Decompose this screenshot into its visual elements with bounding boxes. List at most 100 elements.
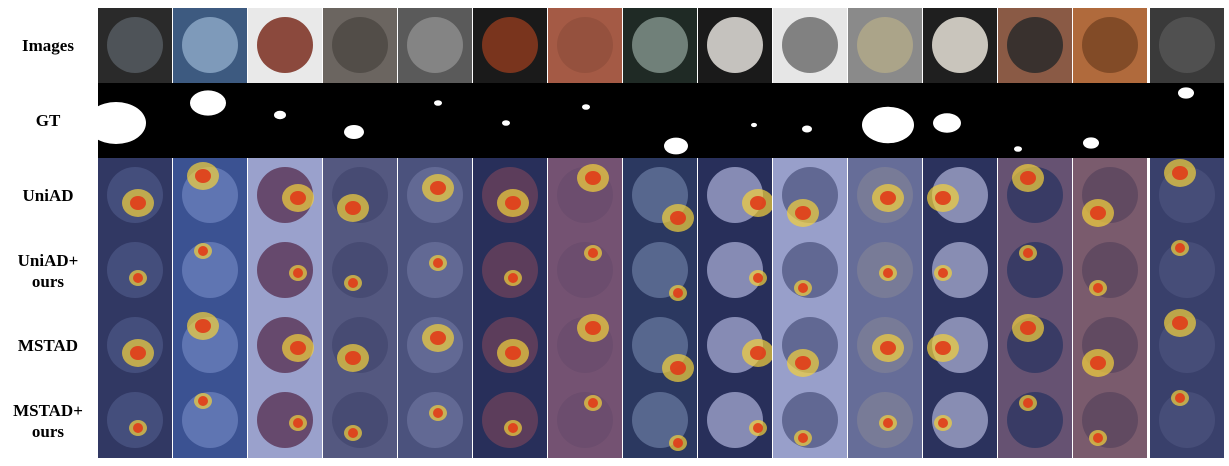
heatmap-overlay <box>1073 383 1147 458</box>
cup-pills-icon <box>173 158 247 233</box>
toothbrush-icon <box>923 383 997 458</box>
heatmap-hot-spot <box>1175 393 1185 403</box>
heatmap-hot-spot <box>433 408 443 418</box>
heatmap-hot-spot <box>1093 433 1103 443</box>
toothbrush-icon <box>923 233 997 308</box>
pill-icon <box>698 233 772 308</box>
heatmap-hot-spot <box>1172 166 1188 180</box>
leather-icon <box>548 308 622 383</box>
label-text: GT <box>35 111 61 130</box>
object-shape <box>107 17 163 73</box>
gt-defect-blob <box>434 100 442 106</box>
heatmap-hot-spot <box>293 418 303 428</box>
metal-nut-icon <box>623 308 697 383</box>
screw-icon <box>773 8 847 83</box>
hazelnut-icon <box>473 233 547 308</box>
carpet-icon <box>323 233 397 308</box>
grid-icon <box>398 158 472 233</box>
grid-icon <box>398 383 472 458</box>
object-shape <box>782 17 838 73</box>
heatmap-hot-spot <box>938 268 948 278</box>
heatmap-hot-spot <box>1172 316 1188 330</box>
bottle-icon <box>98 158 172 233</box>
heatmap-hot-spot <box>1093 283 1103 293</box>
row-mstad <box>98 308 1224 383</box>
cup-pills-icon <box>173 383 247 458</box>
heatmap-overlay <box>773 233 847 308</box>
heatmap-hot-spot <box>1020 321 1036 335</box>
gt-defect-blob <box>502 120 510 126</box>
label-text: UniAD <box>22 186 74 205</box>
heatmap-hot-spot <box>883 418 893 428</box>
row-label-uniad: UniAD <box>0 158 96 233</box>
zipper-icon <box>1150 383 1224 458</box>
grid-icon <box>398 308 472 383</box>
heatmap-overlay <box>248 383 322 458</box>
leather-icon <box>548 8 622 83</box>
carpet-icon <box>323 383 397 458</box>
heatmap-hot-spot <box>883 268 893 278</box>
hazelnut-icon <box>473 383 547 458</box>
heatmap-hot-spot <box>508 273 518 283</box>
object-shape <box>407 17 463 73</box>
pill-icon <box>698 383 772 458</box>
screw-icon <box>773 308 847 383</box>
object-shape <box>482 392 538 448</box>
heatmap-overlay <box>923 383 997 458</box>
label-text: MSTAD+ ours <box>13 400 83 441</box>
gt-defect-blob <box>582 104 590 110</box>
grid-icon <box>398 233 472 308</box>
heatmap-hot-spot <box>670 361 686 375</box>
transistor-icon <box>998 233 1072 308</box>
zipper-icon <box>1150 233 1224 308</box>
zipper-icon <box>1150 158 1224 233</box>
heatmap-hot-spot <box>133 423 143 433</box>
row-mstad-ours <box>98 383 1224 458</box>
heatmap-hot-spot <box>195 319 211 333</box>
object-shape <box>707 242 763 298</box>
object-shape <box>707 392 763 448</box>
heatmap-hot-spot <box>938 418 948 428</box>
capsule-icon <box>248 233 322 308</box>
heatmap-hot-spot <box>430 181 446 195</box>
heatmap-hot-spot <box>293 268 303 278</box>
tile-icon <box>848 308 922 383</box>
heatmap-overlay <box>548 233 622 308</box>
leather-icon <box>548 158 622 233</box>
gt-defect-blob <box>190 90 226 116</box>
gt-mask-strip <box>98 83 1224 158</box>
heatmap-hot-spot <box>505 196 521 210</box>
heatmap-hot-spot <box>880 341 896 355</box>
object-shape <box>557 17 613 73</box>
heatmap-hot-spot <box>198 396 208 406</box>
object-shape <box>332 17 388 73</box>
heatmap-hot-spot <box>1020 171 1036 185</box>
heatmap-hot-spot <box>585 321 601 335</box>
gt-defect-blob <box>751 122 757 128</box>
heatmap-overlay <box>998 233 1072 308</box>
bottle-icon <box>98 233 172 308</box>
heatmap-hot-spot <box>935 341 951 355</box>
leather-icon <box>548 233 622 308</box>
metal-nut-icon <box>623 383 697 458</box>
heatmap-hot-spot <box>798 283 808 293</box>
object-shape <box>857 17 913 73</box>
heatmap-hot-spot <box>430 331 446 345</box>
heatmap-hot-spot <box>795 206 811 220</box>
heatmap-hot-spot <box>753 273 763 283</box>
object-shape <box>257 242 313 298</box>
row-label-mstad: MSTAD <box>0 308 96 383</box>
heatmap-overlay <box>173 233 247 308</box>
label-text: MSTAD <box>17 336 79 355</box>
hazelnut-icon <box>473 8 547 83</box>
object-shape <box>632 242 688 298</box>
gt-defect-blob <box>802 125 812 133</box>
heatmap-hot-spot <box>585 171 601 185</box>
heatmap-hot-spot <box>433 258 443 268</box>
bottle-icon <box>98 308 172 383</box>
transistor-icon <box>998 383 1072 458</box>
heatmap-hot-spot <box>195 169 211 183</box>
wood-icon <box>1073 233 1147 308</box>
row-label-uniad-ours: UniAD+ ours <box>0 233 96 308</box>
row-gt <box>98 83 1224 158</box>
